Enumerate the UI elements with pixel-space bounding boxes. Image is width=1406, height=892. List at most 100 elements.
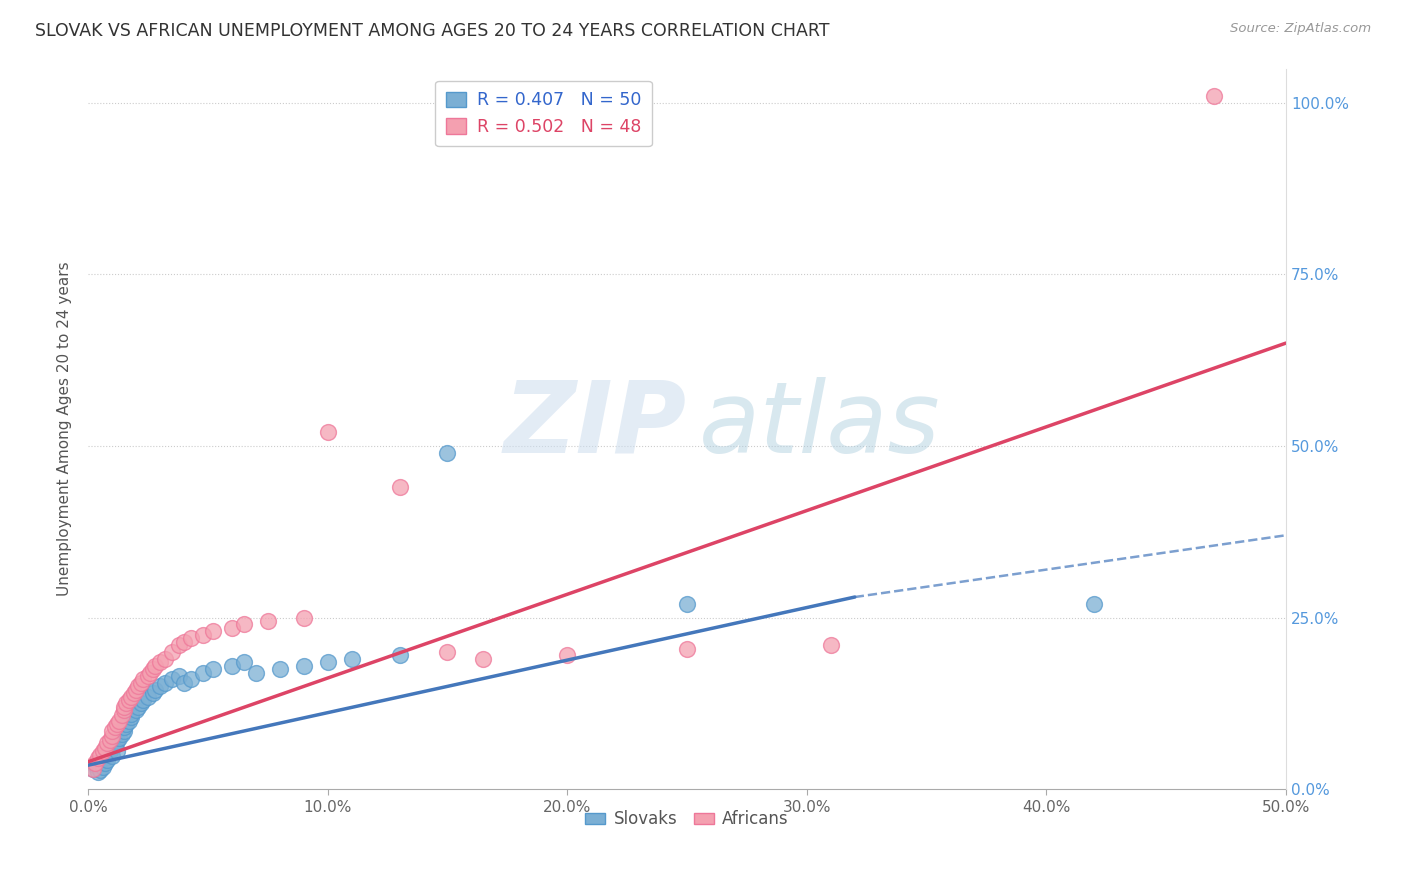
Point [555,648,578,663]
Point [143,658,166,673]
Point [472,652,495,666]
Point [94,756,117,771]
Point [89,755,111,769]
Point [143,682,166,697]
Text: atlas: atlas [699,376,941,474]
Point [221,621,243,635]
Text: SLOVAK VS AFRICAN UNEMPLOYMENT AMONG AGES 20 TO 24 YEARS CORRELATION CHART: SLOVAK VS AFRICAN UNEMPLOYMENT AMONG AGE… [35,22,830,40]
Point [101,723,124,738]
Point [292,610,315,624]
Point [149,655,172,669]
Point [132,693,155,707]
Point [292,658,315,673]
Point [125,703,148,717]
Point [89,763,111,777]
Point [120,710,142,724]
Point [108,714,131,728]
Point [105,717,128,731]
Point [180,631,202,645]
Point [94,751,117,765]
Point [139,665,162,680]
Point [105,744,128,758]
Point [94,741,117,756]
Point [91,744,114,758]
Point [142,662,165,676]
Point [676,597,699,611]
Point [221,658,243,673]
Point [91,760,114,774]
Point [101,741,124,756]
Point [340,652,363,666]
Point [232,617,254,632]
Point [436,446,458,460]
Point [173,634,195,648]
Text: Source: ZipAtlas.com: Source: ZipAtlas.com [1230,22,1371,36]
Point [84,758,107,772]
Point [120,690,142,704]
Point [167,638,190,652]
Point [108,731,131,745]
Point [149,679,172,693]
Point [101,729,124,743]
Point [676,641,699,656]
Point [136,690,159,704]
Point [103,738,125,752]
Point [256,614,278,628]
Point [820,638,842,652]
Point [142,686,165,700]
Point [191,665,214,680]
Point [160,645,183,659]
Point [112,703,135,717]
Point [1204,89,1226,103]
Point [84,756,107,771]
Point [136,669,159,683]
Text: ZIP: ZIP [505,376,688,474]
Point [153,652,176,666]
Point [201,662,224,676]
Point [112,721,135,735]
Point [132,673,155,687]
Point [122,686,145,700]
Point [111,708,134,723]
Point [112,723,135,738]
Point [101,749,124,764]
Point [232,655,254,669]
Point [191,628,214,642]
Point [129,676,152,690]
Point [98,744,121,758]
Point [115,697,138,711]
Point [115,717,138,731]
Point [127,699,149,714]
Point [103,721,125,735]
Point [105,734,128,748]
Point [111,727,134,741]
Point [127,679,149,693]
Point [269,662,291,676]
Point [388,648,411,663]
Point [125,682,148,697]
Point [316,655,339,669]
Point [120,706,142,721]
Point [118,714,141,728]
Point [82,762,104,776]
Point [98,732,121,747]
Point [96,735,118,749]
Point [245,665,267,680]
Point [96,753,118,767]
Point [173,676,195,690]
Point [1083,597,1105,611]
Point [436,645,458,659]
Y-axis label: Unemployment Among Ages 20 to 24 years: Unemployment Among Ages 20 to 24 years [58,261,72,596]
Point [129,697,152,711]
Point [96,747,118,762]
Point [82,762,104,776]
Point [153,676,176,690]
Point [87,765,110,780]
Point [87,751,110,765]
Point [316,425,339,440]
Point [89,747,111,762]
Point [180,673,202,687]
Point [201,624,224,639]
Legend: Slovaks, Africans: Slovaks, Africans [578,804,796,835]
Point [160,673,183,687]
